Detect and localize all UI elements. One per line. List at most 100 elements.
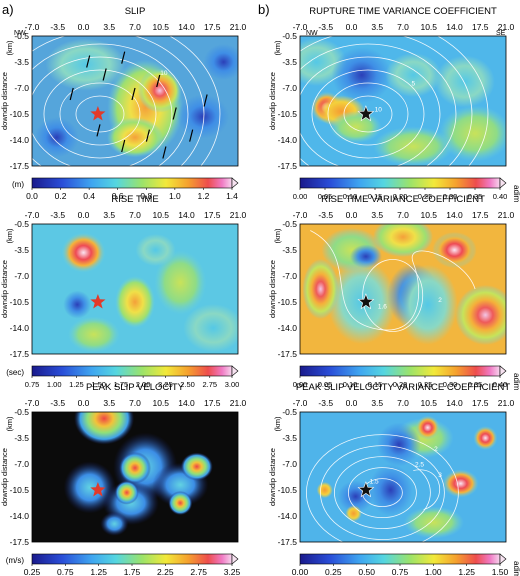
map-area xyxy=(300,224,506,354)
x-tick-label: 3.5 xyxy=(103,22,115,32)
y-axis-label: downdip distance xyxy=(0,260,9,318)
colorbar-arrow xyxy=(231,553,239,565)
colorbar-tick-label: 0.05 xyxy=(318,192,333,201)
y-tick-label: -0.5 xyxy=(14,219,29,229)
colorbar-tick-label: 0.75 xyxy=(25,380,40,389)
y-tick-label: -17.5 xyxy=(278,537,298,547)
colorbar-tick-label: 1.0 xyxy=(169,191,181,201)
slip-vector-arrow xyxy=(145,129,151,142)
rupture-front-contour xyxy=(311,69,425,159)
slip-vector-arrow xyxy=(96,124,101,137)
x-tick-label: 10.5 xyxy=(420,210,437,220)
y-tick-label: -3.5 xyxy=(282,245,297,255)
colorbar-tick-label: 0.50 xyxy=(358,567,375,576)
y-tick-labels: -0.5 -3.5 -7.0 -10.5 -14.0 -17.5 xyxy=(10,407,30,547)
y-tick-label: -0.5 xyxy=(282,407,297,417)
x-tick-labels: -7.0 -3.5 0.0 3.5 7.0 10.5 14.0 17.5 21.0 xyxy=(293,22,515,32)
rupture-front-contour xyxy=(169,36,221,166)
y-tick-label: -0.5 xyxy=(282,31,297,41)
y-tick-label: -7.0 xyxy=(282,459,297,469)
colorbar-tick-label: 0.25 xyxy=(418,192,433,201)
map-frame xyxy=(299,411,507,543)
colorbar-tick-label: 1.00 xyxy=(425,567,442,576)
y-tick-label: -0.5 xyxy=(14,407,29,417)
psv-top xyxy=(74,412,135,445)
x-tick-label: -3.5 xyxy=(50,22,65,32)
rupture-front-contour xyxy=(327,82,409,146)
direction-nw: NW xyxy=(14,30,26,37)
slip-vector-arrow xyxy=(121,139,126,153)
colorbar-tick-label: 0.0 xyxy=(26,191,38,201)
y-axis-unit: (km) xyxy=(5,40,14,55)
x-tick-labels: -7.0 -3.5 0.0 3.5 7.0 10.5 14.0 17.5 21.0 xyxy=(25,22,247,32)
x-tick-label: 14.0 xyxy=(446,210,463,220)
panel-letter-b: b) xyxy=(258,2,270,17)
contour-line xyxy=(347,467,417,519)
y-tick-label: -7.0 xyxy=(14,83,29,93)
colorbar-tick-label: 0.00 xyxy=(292,567,309,576)
contour-label: 5 xyxy=(411,80,415,87)
direction-se: SE xyxy=(496,30,506,37)
colorbar-tick-label: 0.75 xyxy=(57,567,74,576)
x-tick-label: 21.0 xyxy=(498,398,515,408)
colorbar-tick-label: 0.8 xyxy=(140,191,152,201)
contour-label: 10 xyxy=(375,106,383,113)
colorbar-tick-label: 0.35 xyxy=(468,192,483,201)
slip-vector-arrow xyxy=(131,87,136,101)
contour-lines xyxy=(310,230,476,332)
rupture-front-contour xyxy=(437,36,489,166)
x-tick-label: 0.0 xyxy=(78,210,90,220)
hypocenter-star xyxy=(357,481,375,498)
rupture-front-contour xyxy=(300,56,441,166)
x-tick-label: 21.0 xyxy=(498,22,515,32)
contour-label: 3 xyxy=(438,472,442,479)
colorbar-tick-label: 0.2 xyxy=(55,191,67,201)
colorbar-tick-label: 1.75 xyxy=(114,380,129,389)
y-tick-label: -14.0 xyxy=(278,135,298,145)
x-tick-label: 14.0 xyxy=(446,398,463,408)
x-tick-label: 0.0 xyxy=(78,22,90,32)
colorbar-tick-label: 0.05 xyxy=(318,380,333,389)
risetime-low xyxy=(63,290,92,319)
colorbar-tick-label: 2.00 xyxy=(136,380,151,389)
x-tick-label: -7.0 xyxy=(25,210,40,220)
y-tick-label: -7.0 xyxy=(14,459,29,469)
map-area xyxy=(300,36,506,166)
x-tick-label: 14.0 xyxy=(178,210,195,220)
y-tick-labels: -0.5 -3.5 -7.0 -10.5 -14.0 -17.5 xyxy=(278,31,298,171)
slip-vector-arrow xyxy=(189,129,194,142)
y-tick-labels: -0.5 -3.5 -7.0 -10.5 -14.0 -17.5 xyxy=(10,219,30,359)
colorbar-arrow xyxy=(231,365,239,377)
colorbar-tick-label: 0.75 xyxy=(392,567,409,576)
colorbar-tick-label: 3.25 xyxy=(224,567,241,576)
map-frame xyxy=(31,411,239,543)
contour-line xyxy=(306,434,459,542)
panel-4: RUPTURE TIME VARIANCE COEFFICIENT-7.0 -3.… xyxy=(268,6,520,203)
y-tick-label: -14.0 xyxy=(278,511,298,521)
x-tick-label: -7.0 xyxy=(293,398,308,408)
x-tick-label: 10.5 xyxy=(152,210,169,220)
colorbar-tick-label: 1.4 xyxy=(226,191,238,201)
colorbar-tick-label: 0.30 xyxy=(443,192,458,201)
contour-lines xyxy=(306,434,459,542)
y-tick-label: -14.0 xyxy=(10,323,30,333)
colorbar-unit: adim xyxy=(512,561,520,576)
x-tick-label: -3.5 xyxy=(50,210,65,220)
colorbar-tick-label: 2.75 xyxy=(202,380,217,389)
colorbar-arrow xyxy=(499,177,507,189)
x-tick-label: 7.0 xyxy=(129,398,141,408)
colorbar-tick-label: 0.40 xyxy=(493,192,508,201)
panel-3: PEAK SLIP VELOCITY -7.0 -3.5 0.0 3.5 7.0 10.5 1… xyxy=(0,382,247,576)
rupture-front-contour xyxy=(59,82,141,146)
colorbar-tick-label: 1.25 xyxy=(90,567,107,576)
colorbar-gradient xyxy=(299,177,501,189)
x-tick-label: -3.5 xyxy=(318,210,333,220)
x-tick-label: 10.5 xyxy=(420,398,437,408)
x-tick-labels: -7.0 -3.5 0.0 3.5 7.0 10.5 14.0 17.5 21.0 xyxy=(25,398,247,408)
y-tick-label: -10.5 xyxy=(278,297,298,307)
colorbar-tick-label: 0.15 xyxy=(368,380,383,389)
y-tick-label: -7.0 xyxy=(14,271,29,281)
y-tick-label: -14.0 xyxy=(10,135,30,145)
contour-lines xyxy=(32,36,221,166)
y-axis-unit: (km) xyxy=(5,228,14,243)
